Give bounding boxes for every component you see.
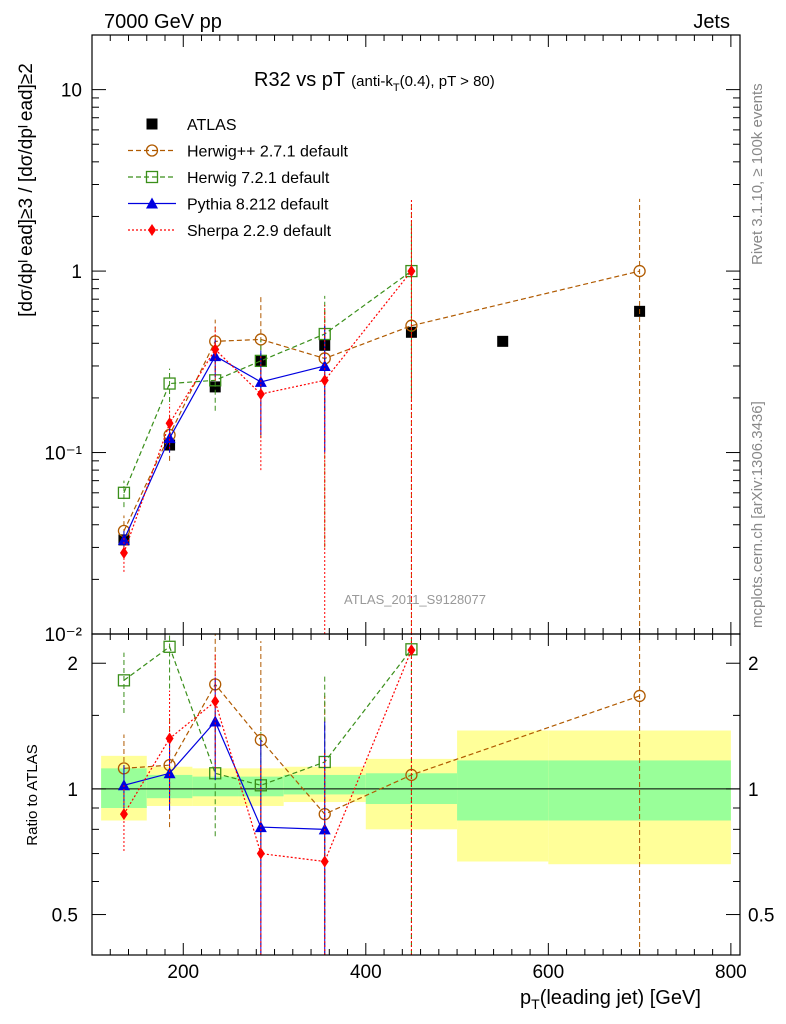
legend-marker-atlas bbox=[146, 118, 158, 130]
energy-label: 7000 GeV pp bbox=[104, 11, 222, 33]
legend-label-herwigpp: Herwig++ 2.7.1 default bbox=[187, 144, 349, 161]
series-herwig7 bbox=[117, 224, 418, 955]
ratio-point-sherpa-0 bbox=[119, 808, 128, 821]
point-atlas-2 bbox=[209, 381, 221, 393]
y-tick-label-main-3: 10⁻² bbox=[45, 625, 83, 646]
ratio-point-sherpa-5 bbox=[407, 644, 416, 657]
ratio-point-pythia-2 bbox=[209, 715, 222, 727]
legend-item-sherpa: Sherpa 2.2.9 default bbox=[128, 223, 332, 240]
series-line-sherpa bbox=[123, 270, 412, 554]
legend-marker-pythia bbox=[146, 197, 158, 209]
point-sherpa-5 bbox=[407, 265, 416, 278]
legend-item-atlas: ATLAS bbox=[146, 117, 237, 134]
y-tick-label-ratio-l-0.5: 0.5 bbox=[52, 906, 78, 927]
point-pythia-1 bbox=[163, 432, 176, 444]
ratio-point-sherpa-2 bbox=[211, 695, 220, 708]
x-axis-label: pT(leading jet) [GeV] bbox=[520, 987, 701, 1012]
y-tick-label-ratio-l-2: 2 bbox=[67, 654, 78, 675]
point-atlas-6 bbox=[497, 335, 509, 347]
ratio-point-pythia-0 bbox=[117, 779, 130, 791]
series-line-herwigpp bbox=[123, 270, 640, 532]
y-axis-label-main: [dσ/dpᴵ ead]≥3 / [dσ/dpᴵ ead]≥2 bbox=[16, 63, 37, 317]
legend-label-herwig7: Herwig 7.2.1 default bbox=[187, 170, 330, 187]
analysis-watermark: ATLAS_2011_S9128077 bbox=[344, 592, 486, 607]
y-tick-label-main-0: 10 bbox=[61, 81, 82, 102]
ratio-point-sherpa-1 bbox=[165, 732, 174, 745]
point-herwigpp-6 bbox=[633, 264, 646, 278]
ratio-point-herwig7-0 bbox=[117, 674, 131, 687]
mcplots-label: mcplots.cern.ch [arXiv:1306.3436] bbox=[749, 401, 766, 628]
ratio-panel-frame bbox=[91, 633, 741, 956]
y-tick-label-main-2: 10⁻¹ bbox=[45, 444, 83, 465]
legend-marker-herwig7 bbox=[145, 170, 159, 184]
point-sherpa-1 bbox=[165, 417, 174, 430]
legend-label-sherpa: Sherpa 2.2.9 default bbox=[187, 223, 332, 240]
legend-marker-herwigpp bbox=[145, 144, 159, 157]
series-line-herwig7 bbox=[123, 270, 412, 494]
band-inner-6 bbox=[457, 760, 549, 821]
y-tick-label-ratio-r-2: 2 bbox=[748, 654, 759, 675]
y-tick-label-main-1: 1 bbox=[71, 262, 82, 283]
ratio-point-sherpa-4 bbox=[320, 855, 329, 868]
legend-item-herwigpp: Herwig++ 2.7.1 default bbox=[128, 144, 349, 161]
y-tick-label-ratio-r-1: 1 bbox=[748, 780, 759, 801]
point-herwig7-0 bbox=[117, 486, 131, 499]
x-tick-label-400: 400 bbox=[350, 962, 382, 983]
legend-label-atlas: ATLAS bbox=[187, 117, 237, 134]
process-label: Jets bbox=[693, 11, 730, 33]
rivet-label: Rivet 3.1.10, ≥ 100k events bbox=[749, 83, 766, 265]
ratio-line-herwig7 bbox=[123, 645, 412, 786]
x-tick-label-800: 800 bbox=[715, 962, 747, 983]
chart-title: R32 vs pT (anti-kT(0.4), pT > 80) bbox=[254, 69, 495, 94]
legend-label-pythia: Pythia 8.212 default bbox=[187, 197, 329, 214]
legend-marker-sherpa bbox=[148, 224, 156, 236]
series-line-pythia bbox=[123, 355, 325, 541]
ratio-point-pythia-1 bbox=[163, 767, 176, 779]
ratio-line-sherpa bbox=[123, 649, 412, 863]
x-tick-label-200: 200 bbox=[167, 962, 199, 983]
ratio-point-herwigpp-6 bbox=[633, 689, 646, 703]
point-sherpa-2 bbox=[211, 343, 220, 356]
point-sherpa-4 bbox=[320, 374, 329, 387]
ratio-point-sherpa-3 bbox=[256, 847, 265, 860]
ratio-point-herwig7-1 bbox=[163, 640, 176, 653]
point-sherpa-3 bbox=[256, 388, 265, 401]
series-pythia bbox=[117, 325, 331, 955]
point-herwig7-1 bbox=[163, 377, 176, 390]
y-tick-label-ratio-r-0.5: 0.5 bbox=[748, 906, 774, 927]
point-herwigpp-3 bbox=[254, 333, 267, 346]
x-tick-label-600: 600 bbox=[532, 962, 564, 983]
legend-item-herwig7: Herwig 7.2.1 default bbox=[128, 170, 330, 187]
y-tick-label-ratio-l-1: 1 bbox=[67, 780, 78, 801]
legend-item-pythia: Pythia 8.212 default bbox=[128, 197, 329, 214]
series-sherpa bbox=[119, 198, 416, 955]
ratio-point-pythia-4 bbox=[318, 823, 331, 835]
point-sherpa-0 bbox=[119, 546, 128, 559]
y-axis-label-ratio: Ratio to ATLAS bbox=[24, 744, 41, 845]
series-atlas bbox=[118, 305, 646, 546]
